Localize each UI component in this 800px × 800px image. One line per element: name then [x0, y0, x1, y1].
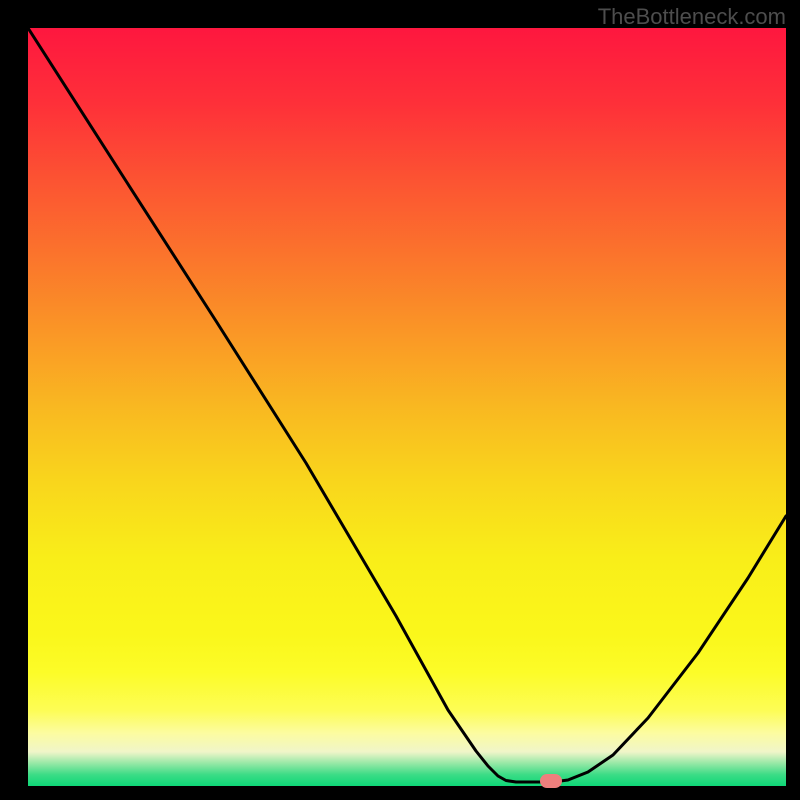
watermark-text: TheBottleneck.com	[598, 4, 786, 30]
chart-gradient-background	[28, 28, 786, 786]
bottleneck-marker	[540, 774, 562, 788]
chart-container	[28, 28, 786, 786]
